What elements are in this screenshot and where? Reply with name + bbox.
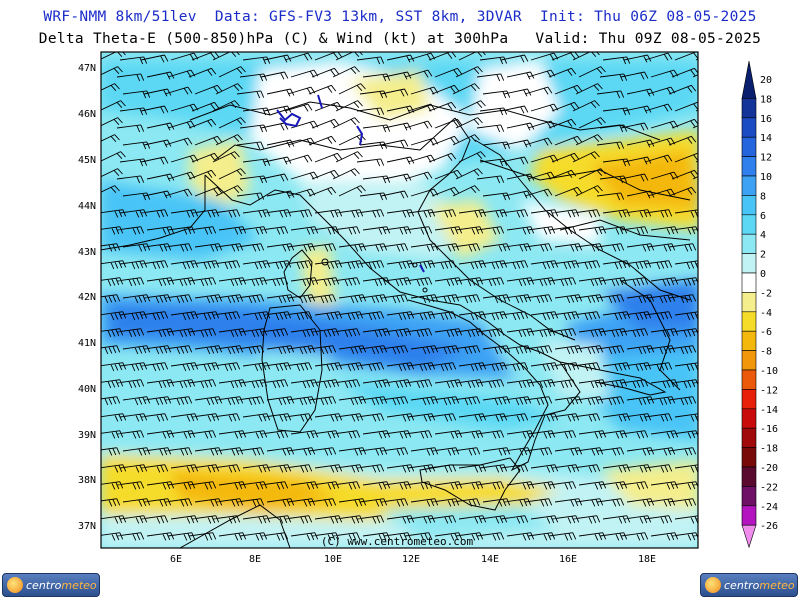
delta-theta-e-field	[101, 52, 698, 548]
wind-barb-pattern	[101, 52, 698, 541]
colorbar-swatch	[741, 350, 757, 371]
colorbar-swatch	[741, 311, 757, 332]
lon-label: 10E	[324, 554, 342, 565]
colorbar: 20181614121086420-2-4-6-8-10-12-14-16-18…	[741, 60, 778, 549]
colorbar-swatch	[741, 447, 757, 468]
colorbar-swatch	[741, 233, 757, 254]
colorbar-swatch	[741, 369, 757, 390]
chart-title-model: WRF-NMM 8km/51lev Data: GFS-FV3 13km, SS…	[43, 9, 757, 25]
lat-label: 41N	[78, 338, 96, 349]
colorbar-label: -4	[760, 308, 772, 319]
lat-label: 40N	[78, 384, 96, 395]
colorbar-label: -10	[760, 366, 778, 377]
colorbar-label: 10	[760, 172, 772, 183]
colorbar-label: -22	[760, 482, 778, 493]
colorbar-swatch	[741, 195, 757, 216]
lon-label: 18E	[638, 554, 656, 565]
colorbar-swatch	[741, 427, 757, 448]
colorbar-swatch	[741, 524, 757, 549]
colorbar-swatch	[741, 486, 757, 507]
centrometeo-logo-left[interactable]: centrometeo	[2, 573, 100, 597]
lat-label: 47N	[78, 63, 96, 74]
colorbar-label: 0	[760, 269, 766, 280]
logo-text: centrometeo	[724, 578, 795, 592]
colorbar-swatch	[741, 253, 757, 274]
lon-label: 6E	[170, 554, 182, 565]
lon-label: 12E	[402, 554, 420, 565]
colorbar-swatch	[741, 272, 757, 293]
colorbar-swatch	[741, 330, 757, 351]
colorbar-label: 6	[760, 211, 766, 222]
colorbar-label: 12	[760, 153, 772, 164]
lat-label: 38N	[78, 475, 96, 486]
lon-label: 8E	[249, 554, 261, 565]
colorbar-label: 2	[760, 250, 766, 261]
centrometeo-logo-right[interactable]: centrometeo	[700, 573, 798, 597]
chart-title-field: Delta Theta-E (500-850)hPa (C) & Wind (k…	[38, 31, 762, 47]
colorbar-label: 8	[760, 191, 766, 202]
lakes	[276, 94, 425, 273]
colorbar-swatch	[741, 117, 757, 138]
colorbar-swatch	[741, 156, 757, 177]
longitude-axis: 6E 8E 10E 12E 14E 16E 18E	[170, 554, 656, 565]
copyright-credit: (C) www.centrometeo.com	[321, 535, 474, 548]
colorbar-label: 4	[760, 230, 766, 241]
lon-label: 16E	[559, 554, 577, 565]
coastlines	[101, 101, 691, 548]
colorbar-label: -24	[760, 502, 778, 513]
lat-label: 43N	[78, 247, 96, 258]
latitude-axis: 47N 46N 45N 44N 43N 42N 41N 40N 39N 38N …	[78, 63, 96, 532]
colorbar-label: -2	[760, 288, 772, 299]
colorbar-label: -18	[760, 444, 778, 455]
colorbar-swatch	[741, 98, 757, 119]
colorbar-swatch	[741, 292, 757, 313]
colorbar-swatch	[741, 214, 757, 235]
colorbar-swatch	[741, 60, 757, 99]
colorbar-label: -16	[760, 424, 778, 435]
colorbar-label: 18	[760, 94, 772, 105]
lat-label: 39N	[78, 430, 96, 441]
colorbar-label: -8	[760, 347, 772, 358]
globe-icon	[7, 577, 23, 593]
logo-text: centrometeo	[26, 578, 97, 592]
lat-label: 44N	[78, 201, 96, 212]
map-frame	[100, 51, 699, 549]
colorbar-label: -14	[760, 405, 778, 416]
lat-label: 45N	[78, 155, 96, 166]
lon-label: 14E	[481, 554, 499, 565]
colorbar-label: 20	[760, 75, 772, 86]
colorbar-label: 14	[760, 133, 772, 144]
colorbar-swatch	[741, 136, 757, 157]
colorbar-label: -20	[760, 463, 778, 474]
lat-label: 37N	[78, 521, 96, 532]
colorbar-swatch	[741, 175, 757, 196]
colorbar-label: -26	[760, 521, 778, 532]
colorbar-swatch	[741, 389, 757, 410]
colorbar-swatch	[741, 505, 757, 526]
colorbar-label: -12	[760, 385, 778, 396]
lat-label: 46N	[78, 109, 96, 120]
colorbar-swatch	[741, 466, 757, 487]
colorbar-label: -6	[760, 327, 772, 338]
globe-icon	[705, 577, 721, 593]
wind-barbs	[101, 52, 698, 541]
colorbar-label: 16	[760, 114, 772, 125]
colorbar-swatch	[741, 408, 757, 429]
lat-label: 42N	[78, 292, 96, 303]
